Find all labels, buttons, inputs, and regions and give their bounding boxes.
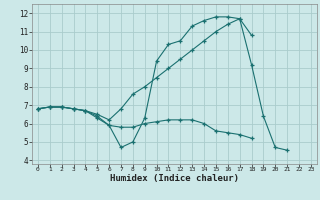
X-axis label: Humidex (Indice chaleur): Humidex (Indice chaleur)	[110, 174, 239, 183]
